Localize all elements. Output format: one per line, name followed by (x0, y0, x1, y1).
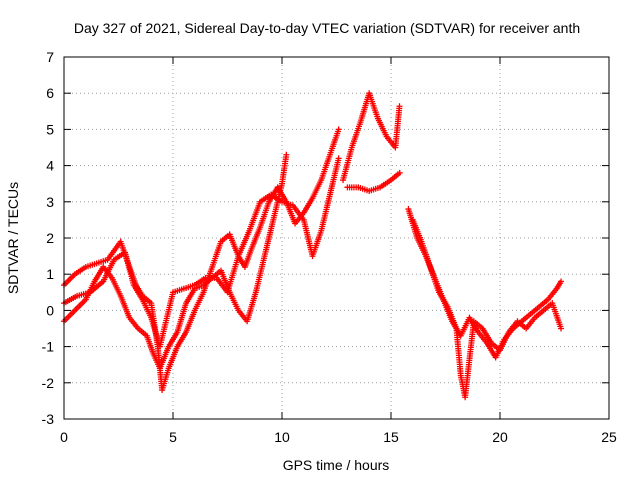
y-tick-label: 2 (46, 230, 54, 246)
series-5 (405, 206, 565, 361)
series-3 (61, 155, 342, 350)
y-tick-label: 3 (46, 194, 54, 210)
data-points (61, 90, 565, 401)
x-axis-label: GPS time / hours (283, 457, 390, 473)
grid-lines (64, 57, 609, 419)
data-point (335, 155, 342, 162)
data-point (396, 103, 403, 110)
y-tick-label: 7 (46, 49, 54, 65)
data-point (558, 325, 565, 332)
y-tick-label: 4 (46, 158, 54, 174)
data-point (283, 151, 290, 158)
x-tick-labels: 0 5 10 15 20 25 (60, 429, 617, 445)
x-tick-label: 10 (274, 429, 290, 445)
y-tick-label: 0 (46, 302, 54, 318)
chart-title: Day 327 of 2021, Sidereal Day-to-day VTE… (74, 20, 580, 36)
y-tick-labels: -3 -2 -1 0 1 2 3 4 5 6 7 (42, 49, 55, 427)
data-point (335, 126, 342, 133)
y-tick-label: -1 (42, 339, 55, 355)
series-2 (61, 151, 290, 372)
x-tick-label: 5 (169, 429, 177, 445)
series-1 (61, 126, 342, 394)
series-4 (340, 90, 403, 194)
axis-ticks (63, 56, 610, 420)
x-tick-label: 20 (492, 429, 508, 445)
x-tick-label: 0 (60, 429, 68, 445)
y-tick-label: -3 (42, 411, 55, 427)
y-tick-label: -2 (42, 375, 55, 391)
y-tick-label: 1 (46, 266, 54, 282)
series-6 (409, 216, 565, 401)
y-axis-label: SDTVAR / TECUs (5, 182, 21, 294)
y-tick-label: 6 (46, 85, 54, 101)
x-tick-label: 15 (383, 429, 399, 445)
y-tick-label: 5 (46, 121, 54, 137)
data-point (558, 278, 565, 285)
x-tick-label: 25 (601, 429, 617, 445)
data-point (396, 169, 403, 176)
